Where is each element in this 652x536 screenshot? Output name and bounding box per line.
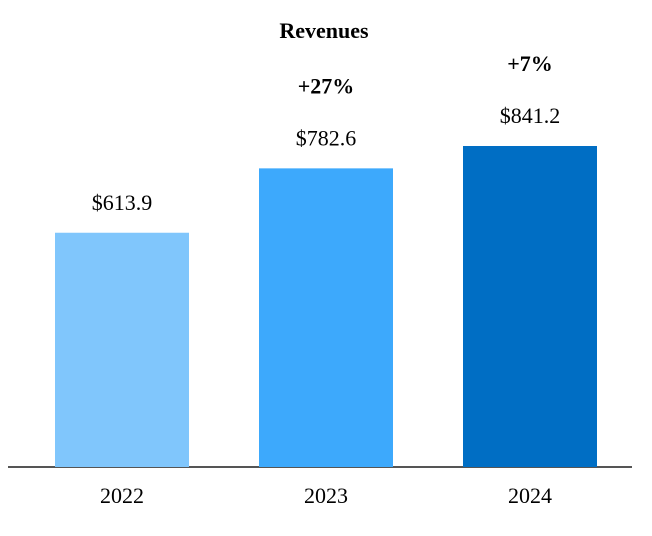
bar bbox=[259, 168, 393, 467]
value-label: $613.9 bbox=[92, 190, 153, 215]
value-label: $841.2 bbox=[500, 103, 561, 128]
bar bbox=[463, 146, 597, 467]
growth-label: +27% bbox=[298, 73, 355, 98]
x-tick-label: 2023 bbox=[304, 483, 348, 508]
value-label: $782.6 bbox=[296, 125, 357, 150]
x-tick-label: 2022 bbox=[100, 483, 144, 508]
x-tick-label: 2024 bbox=[508, 483, 552, 508]
bar bbox=[55, 232, 189, 467]
growth-label: +7% bbox=[507, 51, 553, 76]
chart-title: Revenues bbox=[279, 18, 369, 43]
